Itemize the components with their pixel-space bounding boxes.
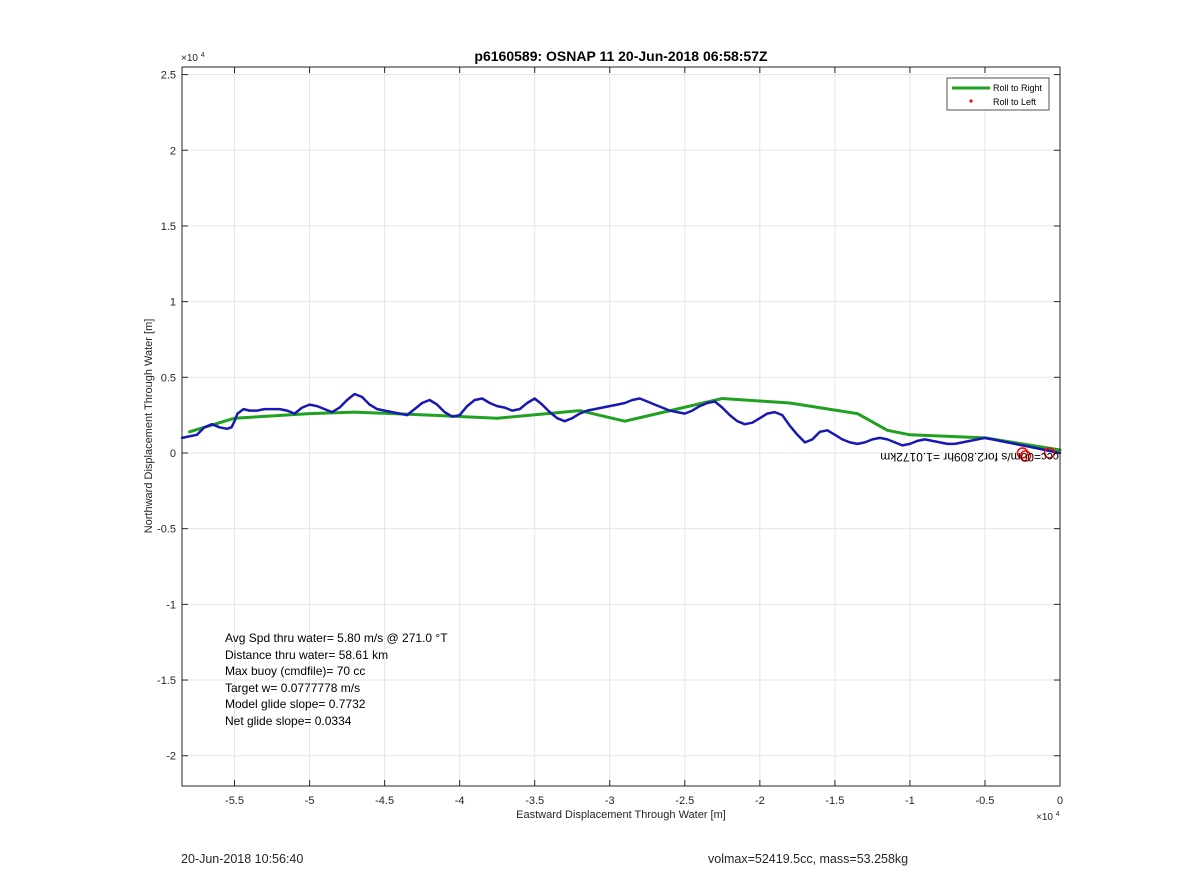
legend: Roll to Right Roll to Left (946, 77, 1050, 111)
x-tick-label: -1.5 (825, 795, 844, 807)
footer-vol-mass: volmax=52419.5cc, mass=53.258kg (708, 852, 909, 866)
roll-left-marker (1016, 447, 1029, 459)
series-line-roll-to-right (188, 397, 1062, 452)
x-exponent-base: ×10 (1036, 812, 1053, 823)
x-tick-label: -4.5 (375, 795, 394, 807)
stat-avg-speed: Avg Spd thru water= 5.80 m/s @ 271.0 °T (225, 631, 448, 645)
stat-net-glide-slope: Net glide slope= 0.0334 (225, 714, 352, 728)
x-tick-label: -0.5 (975, 795, 994, 807)
y-axis-label: Northward Displacement Through Water [m] (143, 319, 155, 534)
y-tick-label: 1 (170, 297, 176, 309)
y-tick-label: 0 (170, 448, 176, 460)
y-tick-label: -1.5 (157, 675, 176, 687)
y-tick-label: -1 (166, 599, 176, 611)
y-tick-label: -0.5 (157, 524, 176, 536)
y-exponent-base: ×10 (181, 53, 198, 64)
stat-max-buoy: Max buoy (cmdfile)= 70 cc (225, 664, 365, 678)
svg-text:×10 4: ×10 4 (181, 52, 205, 64)
stat-target-w: Target w= 0.0777778 m/s (225, 681, 360, 695)
x-tick-label: -3.5 (525, 795, 544, 807)
stat-model-glide-slope: Model glide slope= 0.7732 (225, 697, 366, 711)
x-tick-label: -5 (305, 795, 315, 807)
x-tick-label: -3 (605, 795, 615, 807)
legend-label-roll-right: Roll to Right (993, 83, 1043, 93)
x-exponent: ×10 4 (1036, 811, 1060, 823)
chart-title: p6160589: OSNAP 11 20-Jun-2018 06:58:57Z (474, 48, 768, 64)
legend-box (946, 77, 1050, 111)
y-exponent-power: 4 (201, 52, 205, 59)
y-tick-label: -2 (166, 751, 176, 763)
roll-left-marker (1019, 450, 1032, 462)
legend-swatch-roll-left (969, 99, 973, 103)
y-tick-label: 2 (170, 145, 176, 157)
stats-annotation: Avg Spd thru water= 5.80 m/s @ 271.0 °T … (225, 631, 448, 728)
stat-distance: Distance thru water= 58.61 km (225, 648, 388, 662)
x-tick-label: -2 (755, 795, 765, 807)
y-exponent: ×10 4 (181, 52, 205, 64)
x-tick-label: -5.5 (225, 795, 244, 807)
ticks: -5.5 -5 -4.5 -4 -3.5 -3 -2.5 -2 -1.5 -1 -0.5 0 -2 -1.… (157, 67, 1063, 807)
axes-background (182, 67, 1060, 786)
svg-text:×10 4: ×10 4 (1036, 811, 1060, 823)
x-tick-label: -2.5 (675, 795, 694, 807)
axes-box (181, 66, 1061, 787)
y-tick-label: 1.5 (161, 221, 176, 233)
legend-label-roll-left: Roll to Left (993, 97, 1037, 107)
x-tick-label: -1 (905, 795, 915, 807)
y-tick-label: 2.5 (161, 70, 176, 82)
series-line-track (180, 392, 1062, 455)
x-exponent-power: 4 (1056, 811, 1060, 818)
x-axis-label: Eastward Displacement Through Water [m] (516, 809, 726, 821)
mirrored-annotation: ccc=00m/s for2.809hr =1.0172km (880, 450, 1059, 464)
footer-timestamp: 20-Jun-2018 10:56:40 (181, 852, 304, 866)
x-tick-label: -4 (455, 795, 465, 807)
series-layer (180, 392, 1062, 462)
y-tick-label: 0.5 (161, 372, 176, 384)
mirrored-annotation-group: ccc=00m/s for2.809hr =1.0172km (880, 450, 1059, 464)
x-tick-label: 0 (1057, 795, 1063, 807)
